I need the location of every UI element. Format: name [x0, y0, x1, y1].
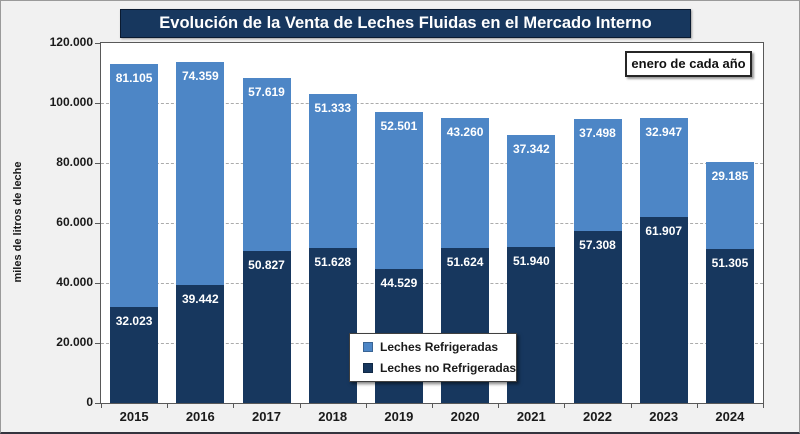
bar-segment: 32.947 — [639, 118, 688, 218]
y-tick-label: 100.000 — [49, 95, 93, 109]
stacked-bar-2022: 37.498 57.308 — [573, 118, 622, 403]
bar-segment: 52.501 — [374, 111, 423, 270]
gridline — [101, 103, 763, 104]
x-tick-mark — [763, 404, 764, 408]
y-tick-mark — [95, 343, 101, 344]
stacked-bar-2015: 81.105 32.023 — [110, 63, 159, 403]
legend-item-no-refrigeradas: Leches no Refrigeradas — [363, 361, 516, 375]
bar-segment: 51.940 — [507, 247, 556, 403]
x-tick-mark — [167, 404, 169, 408]
gridline — [101, 223, 763, 224]
bar-segment: 57.619 — [242, 77, 291, 251]
legend-key-refrigeradas-icon — [363, 342, 373, 352]
bar-segment: 39.442 — [176, 284, 225, 403]
y-tick-mark — [95, 43, 101, 44]
y-tick-label: 80.000 — [56, 155, 93, 169]
legend-label-no-refrigeradas: Leches no Refrigeradas — [380, 361, 517, 375]
bar-slot: 37.342 51.940 — [498, 43, 564, 403]
y-tick-mark — [95, 403, 101, 404]
stacked-bar-2021: 37.342 51.940 — [507, 135, 556, 403]
legend-label-refrigeradas: Leches Refrigeradas — [380, 340, 499, 354]
bar-slot: 32.947 61.907 — [631, 43, 697, 403]
bar-slot: 37.498 57.308 — [564, 43, 630, 403]
x-tick-label: 2020 — [450, 409, 480, 424]
x-tick-label: 2016 — [185, 409, 215, 424]
stacked-bar-2024: 29.185 51.305 — [705, 161, 754, 403]
bar-segment: 37.342 — [507, 135, 556, 248]
x-tick-mark — [696, 404, 698, 408]
bar-segment: 81.105 — [110, 63, 159, 307]
x-tick-mark — [365, 404, 367, 408]
x-tick-mark — [233, 404, 235, 408]
bar-segment: 74.359 — [176, 61, 225, 285]
bar-slot: 29.185 51.305 — [697, 43, 763, 403]
bar-segment: 37.498 — [573, 118, 622, 232]
y-tick-label: 120.000 — [49, 35, 93, 49]
legend: Leches Refrigeradas Leches no Refrigerad… — [349, 333, 517, 382]
bar-slot: 51.333 51.628 — [300, 43, 366, 403]
y-tick-label: 40.000 — [56, 275, 93, 289]
x-tick-label: 2017 — [252, 409, 281, 424]
bar-segment: 50.827 — [242, 250, 291, 403]
bar-slot: 74.359 39.442 — [167, 43, 233, 403]
x-tick-mark — [564, 404, 566, 408]
chart-title: Evolución de la Venta de Leches Fluidas … — [120, 9, 691, 38]
x-tick-mark — [498, 404, 500, 408]
gridline — [101, 163, 763, 164]
bar-segment: 51.333 — [308, 94, 357, 249]
stacked-bar-2018: 51.333 51.628 — [308, 94, 357, 403]
y-tick-label: 60.000 — [56, 215, 93, 229]
legend-key-no-refrigeradas-icon — [363, 363, 373, 373]
bar-slot: 81.105 32.023 — [101, 43, 167, 403]
y-tick-label: 0 — [86, 395, 93, 409]
stacked-bar-2023: 32.947 61.907 — [639, 118, 688, 403]
bar-segment: 51.305 — [705, 249, 754, 403]
x-tick-label: 2015 — [119, 409, 149, 424]
y-tick-mark — [95, 103, 101, 104]
x-tick-label: 2019 — [384, 409, 414, 424]
annotation-box: enero de cada año — [625, 51, 752, 77]
bar-segment: 51.628 — [308, 248, 357, 403]
bar-segment: 32.023 — [110, 306, 159, 403]
bar-segment: 29.185 — [705, 161, 754, 250]
x-tick-mark — [432, 404, 433, 408]
x-tick-mark — [299, 404, 301, 408]
x-tick-label: 2021 — [516, 409, 546, 424]
stacked-bar-2016: 74.359 39.442 — [176, 61, 225, 403]
bar-segment: 61.907 — [639, 217, 688, 403]
y-tick-label: 20.000 — [56, 335, 93, 349]
x-tick-label: 2018 — [318, 409, 348, 424]
gridline — [101, 283, 763, 284]
x-tick-mark — [630, 404, 632, 408]
bar-segment: 43.260 — [441, 118, 490, 249]
y-tick-mark — [95, 283, 101, 284]
x-tick-label: 2023 — [649, 409, 679, 424]
x-tick-label: 2022 — [583, 409, 612, 424]
x-tick-mark — [101, 404, 102, 408]
bar-segment: 57.308 — [573, 231, 622, 403]
y-tick-mark — [95, 163, 101, 164]
bar-slot: 57.619 50.827 — [233, 43, 299, 403]
legend-item-refrigeradas: Leches Refrigeradas — [363, 340, 516, 354]
x-tick-label: 2024 — [715, 409, 745, 424]
stacked-bar-2017: 57.619 50.827 — [242, 77, 291, 403]
y-tick-mark — [95, 223, 101, 224]
